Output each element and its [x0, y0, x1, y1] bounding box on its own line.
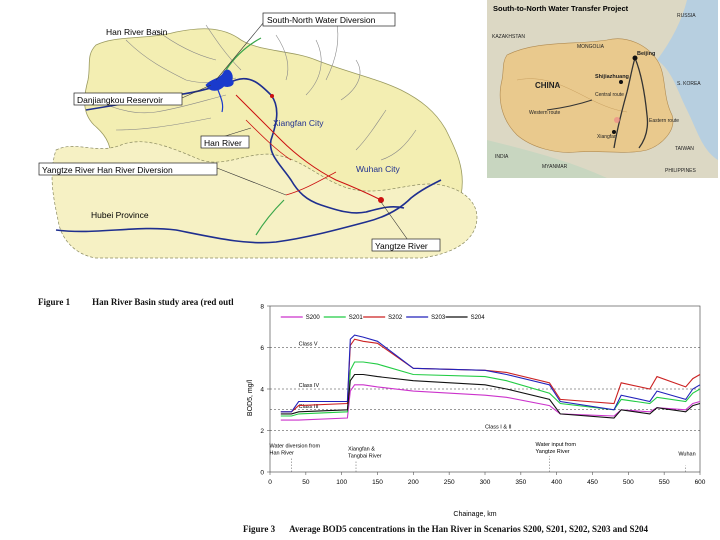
inset-label-mongolia: MONGOLIA	[577, 44, 605, 50]
x-tick-label: 100	[336, 479, 347, 486]
south-north-diversion-line	[225, 37, 262, 71]
inset-label-eastern-route: Eastern route	[649, 118, 679, 124]
map-svg: Han River Basin South-North Water Divers…	[38, 12, 478, 259]
annotation-label: Water input from Yangtze River	[536, 442, 577, 455]
x-tick-label: 450	[587, 479, 598, 486]
inset-label-india: INDIA	[495, 154, 509, 160]
inset-label-shijiazhuang: Shijiazhuang	[595, 74, 629, 80]
figure1-caption-text: Han River Basin study area (red outl	[92, 297, 234, 307]
series-line-s203	[280, 334, 701, 413]
inset-label-western-route: Western route	[529, 110, 561, 116]
legend-label-s204: S204	[471, 315, 486, 321]
inset-label-central-route: Central route	[595, 92, 624, 98]
inset-label-korea: S. KOREA	[677, 81, 701, 87]
label-wuhan-city: Wuhan City	[356, 164, 401, 174]
y-tick-label: 4	[260, 387, 264, 394]
inset-label-taiwan: TAIWAN	[675, 146, 694, 152]
x-tick-label: 300	[480, 479, 491, 486]
study-area-red-outline	[235, 94, 382, 201]
x-tick-label: 500	[623, 479, 634, 486]
legend-label-s202: S202	[388, 315, 403, 321]
inset-label-myanmar: MYANMAR	[542, 164, 568, 170]
plot-area	[269, 305, 701, 473]
annotation-label: Wuhan	[678, 452, 695, 458]
y-axis-label: BOD5, mg/l	[247, 379, 254, 416]
y-tick-label: 0	[260, 470, 264, 477]
class-threshold-label: Class V	[299, 342, 318, 348]
wuhan-city-marker	[378, 197, 384, 203]
inset-label-xiangfan: Xiangfan	[597, 134, 617, 140]
inset-svg: South-to-North Water Transfer Project RU…	[487, 0, 718, 178]
label-xiangfan-city: Xiangfan City	[273, 118, 324, 128]
x-tick-label: 400	[551, 479, 562, 486]
inset-eastern-route	[634, 57, 649, 149]
label-hubei-province: Hubei Province	[91, 210, 149, 220]
label-south-north-diversion: South-North Water Diversion	[267, 15, 376, 25]
inset-label-philippines: PHILIPPINES	[665, 168, 697, 174]
figure3-label: Figure 3	[243, 524, 276, 534]
yangtze-han-diversion-line	[255, 199, 285, 236]
x-tick-label: 50	[302, 479, 310, 486]
class-threshold-label: Class III	[299, 404, 319, 410]
inset-western-route	[546, 99, 593, 111]
inset-label-kazakhstan: KAZAKHSTAN	[492, 34, 525, 40]
class-threshold-label: Class I & II	[485, 425, 512, 431]
label-han-river-basin: Han River Basin	[106, 27, 168, 37]
x-tick-label: 250	[444, 479, 455, 486]
label-danjiangkou-reservoir: Danjiangkou Reservoir	[77, 95, 163, 105]
label-yangtze-han-diversion: Yangtze River Han River Diversion	[42, 165, 173, 175]
x-tick-label: 350	[515, 479, 526, 486]
x-tick-label: 0	[268, 479, 272, 486]
inset-central-route	[613, 57, 636, 149]
figure1-label: Figure 1	[38, 297, 71, 307]
series-line-s204	[280, 373, 701, 419]
x-tick-label: 150	[372, 479, 383, 486]
bod5-chart-svg: Class V Class IV Class III Class I & II 0 50…	[247, 304, 706, 519]
figure3-caption-text: Average BOD5 concentrations in the Han R…	[289, 524, 649, 534]
x-tick-label: 200	[408, 479, 419, 486]
annotation-label: Xiangfan & Tangbai River	[348, 446, 382, 459]
xiangfan-city-marker	[270, 94, 274, 98]
yangtze-river	[55, 179, 442, 244]
y-tick-label: 2	[260, 428, 264, 435]
figure1-caption: Figure 1 Han River Basin study area (red …	[38, 297, 234, 307]
legend-label-s203: S203	[431, 315, 446, 321]
inset-label-beijing: Beijing	[637, 51, 655, 57]
x-tick-label: 600	[695, 479, 706, 486]
y-tick-label: 6	[260, 345, 264, 352]
bod5-chart: Class V Class IV Class III Class I & II 0 50…	[240, 298, 710, 520]
x-axis-label: Chainage, km	[453, 511, 496, 518]
annotation-label: Water diversion from Han River	[270, 443, 321, 456]
han-river-basin-map: Han River Basin South-North Water Divers…	[36, 0, 496, 262]
figure3-caption: Figure 3 Average BOD5 concentrations in t…	[243, 524, 648, 534]
series-line-s201	[280, 361, 701, 417]
legend-label-s200: S200	[306, 315, 321, 321]
label-han-river: Han River	[204, 138, 242, 148]
legend-label-s201: S201	[349, 315, 364, 321]
inset-map-south-north-project: South-to-North Water Transfer Project RU…	[487, 0, 718, 178]
inset-china-territory	[499, 38, 674, 153]
inset-label-china: CHINA	[535, 81, 561, 90]
class-threshold-label: Class IV	[299, 383, 320, 389]
danjiangkou-reservoir	[205, 69, 234, 91]
y-tick-label: 8	[260, 304, 264, 311]
inset-label-russia: RUSSIA	[677, 13, 696, 19]
x-tick-label: 550	[659, 479, 670, 486]
label-yangtze-river: Yangtze River	[375, 241, 428, 251]
inset-title: South-to-North Water Transfer Project	[493, 4, 629, 13]
